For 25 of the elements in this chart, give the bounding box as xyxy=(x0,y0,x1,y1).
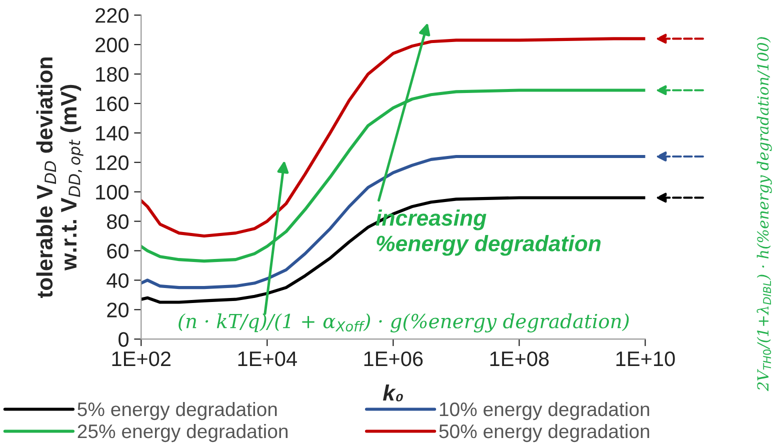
y-tick-label: 60 xyxy=(107,244,128,258)
x-axis-title: k₀ xyxy=(382,384,403,402)
y-tick-label: 20 xyxy=(107,302,128,318)
legend-label: 5% energy degradation xyxy=(78,402,277,420)
x-tick-label: 1E+06 xyxy=(364,351,423,366)
y-tick-label: 140 xyxy=(96,126,129,141)
y-tick-label: 180 xyxy=(96,67,129,82)
x-tick-label: 1E+02 xyxy=(112,351,170,366)
annotation: (n · kT/q)/(1 + α$_{Xoff}$) · g(%energy degradation) xyxy=(178,313,629,332)
y-tick-label: 120 xyxy=(96,155,129,170)
text: tolerable V$_{DD}$ deviation w.r.t. V$_{DD,opt}$ (mV) xyxy=(36,57,84,298)
legend-label: 10% energy degradation xyxy=(440,402,650,420)
text: 2V$_{TH0}$/(1+λ$_{DIBL}$) · h(%energy degradation/100) xyxy=(756,37,772,392)
y-tick-label: 40 xyxy=(106,273,128,288)
x-tick-label: 1E+10 xyxy=(616,351,675,366)
x-tick-label: 1E+04 xyxy=(238,351,297,366)
y-tick-label: 0 xyxy=(118,332,128,347)
legend-label: 50% energy degradation xyxy=(439,424,650,442)
y-tick-label: 80 xyxy=(107,214,128,230)
x-tick-label: 1E+08 xyxy=(490,351,549,366)
legend-label: 25% energy degradation xyxy=(78,424,288,442)
y-tick-label: 100 xyxy=(96,184,129,200)
y-tick-label: 160 xyxy=(96,96,129,112)
y-tick-label: 200 xyxy=(96,38,129,52)
y-tick-label: 220 xyxy=(96,8,129,23)
